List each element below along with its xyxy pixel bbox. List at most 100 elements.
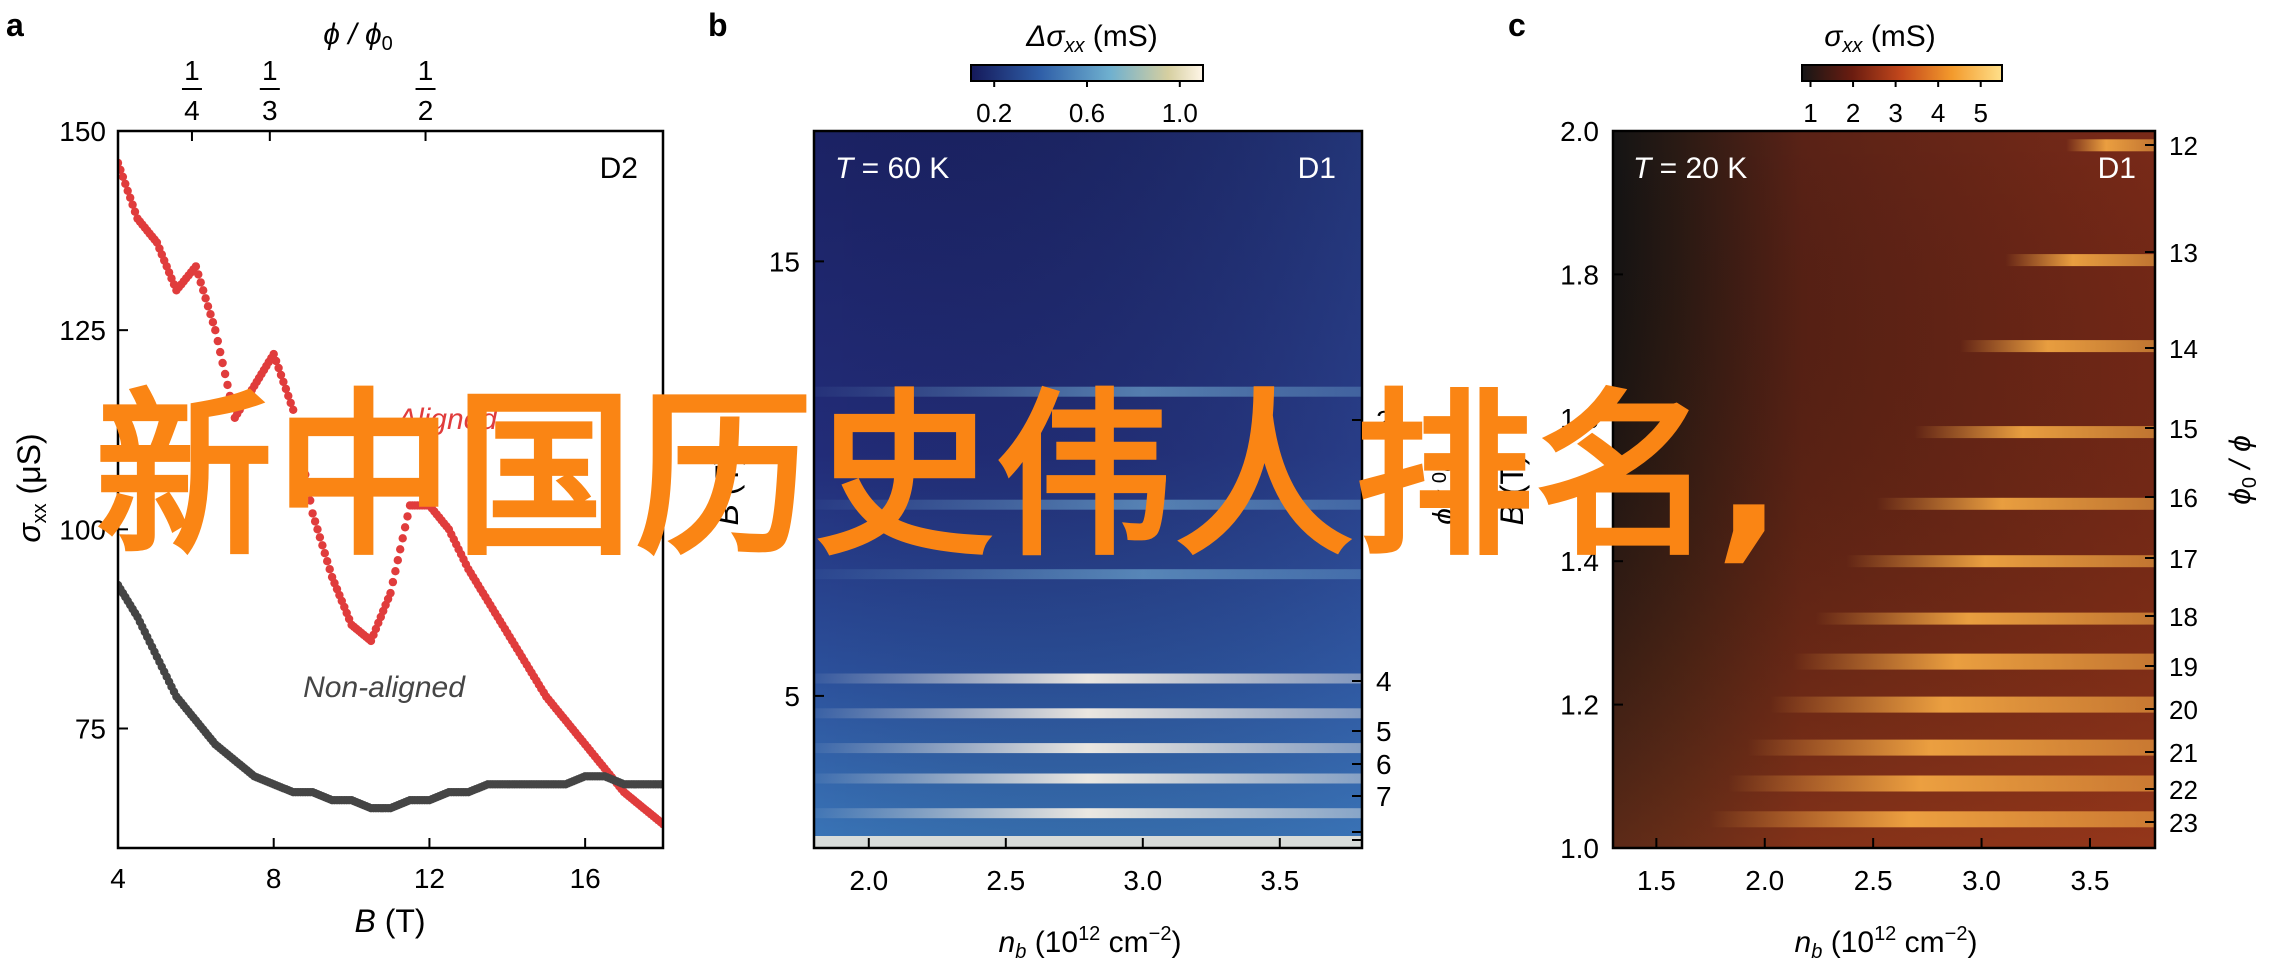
- data-point: [201, 294, 210, 303]
- right-tick-label-c: 13: [2169, 238, 2198, 268]
- data-point: [301, 470, 310, 479]
- colorbar-c: [1801, 64, 2003, 82]
- series-aligned: [118, 158, 663, 829]
- data-point: [400, 523, 410, 532]
- y-tick-label-a: 75: [75, 714, 106, 745]
- panel-letter-b: b: [708, 7, 728, 43]
- fringe-b: [814, 569, 1362, 580]
- top-axis-label-a: ϕ / ϕ0: [323, 18, 393, 55]
- heatmap-c: [1613, 131, 2155, 848]
- right-axis-label-c: ϕ0 / ϕ: [2224, 435, 2261, 505]
- data-point: [213, 336, 222, 346]
- right-tick-label-c: 16: [2169, 483, 2198, 513]
- right-tick-label-c: 15: [2169, 414, 2198, 444]
- right-tick-label-b: 2: [1376, 405, 1392, 436]
- colorbar-label-b: Δσxx (mS): [1025, 20, 1158, 57]
- data-point: [388, 577, 398, 587]
- x-tick-label-b: 3.5: [1260, 865, 1299, 896]
- data-point: [308, 509, 317, 518]
- x-tick-label-b: 2.0: [849, 865, 888, 896]
- data-point: [211, 326, 220, 335]
- data-point: [298, 457, 308, 466]
- x-tick-label-a: 4: [110, 863, 126, 894]
- colorbar-b: [970, 64, 1204, 82]
- y-tick-label-b: 15: [769, 246, 800, 277]
- right-axis-label-b: ϕ0 / ϕ: [1427, 455, 1464, 525]
- data-point: [393, 556, 402, 565]
- y-tick-label-c: 1.2: [1560, 690, 1599, 721]
- data-point: [310, 517, 320, 526]
- data-point: [206, 310, 215, 319]
- data-point: [398, 534, 407, 543]
- fringe-c: [1728, 775, 2155, 792]
- data-point: [313, 525, 322, 534]
- fringe-c: [2005, 254, 2155, 267]
- colorbar-tick-label-b: 0.6: [1069, 98, 1105, 128]
- y-tick-label-b: 5: [784, 681, 800, 712]
- top-tick-denominator: 3: [262, 95, 278, 126]
- data-point: [196, 278, 205, 287]
- data-point: [320, 549, 329, 558]
- fringe-b: [814, 386, 1362, 397]
- data-point: [218, 358, 227, 368]
- colorbar-label-c: σxx (mS): [1824, 20, 1935, 57]
- right-tick-label-c: 17: [2169, 544, 2198, 574]
- right-tick-label-b: 7: [1376, 781, 1392, 812]
- data-point: [191, 262, 201, 271]
- colorbar-tick-label-c: 1: [1803, 98, 1817, 128]
- plot-area-a: [116, 129, 665, 850]
- data-point: [203, 302, 213, 311]
- annotation-non-aligned: Non-aligned: [303, 671, 466, 704]
- data-point: [386, 588, 395, 598]
- axes-frame-c: [1611, 129, 2157, 850]
- annotation-aligned: Aligned: [395, 403, 498, 436]
- fringe-c: [1770, 696, 2155, 713]
- data-point: [128, 200, 137, 209]
- xlabel-a: B (T): [354, 903, 425, 939]
- panel-letter-a: a: [6, 7, 24, 43]
- top-tick-denominator: 4: [184, 95, 200, 126]
- xlabel-b: nb (1012 cm−2): [999, 923, 1182, 963]
- fringe-c: [1709, 811, 2155, 828]
- x-tick-label-a: 8: [266, 863, 282, 894]
- fringe-b: [814, 673, 1362, 684]
- data-point: [228, 402, 237, 411]
- data-point: [208, 318, 218, 327]
- fringe-b: [814, 499, 1362, 510]
- colorbar-tick-label-b: 0.2: [976, 98, 1012, 128]
- right-tick-label-c: 23: [2169, 808, 2198, 838]
- x-tick-label-c: 3.0: [1962, 865, 2001, 896]
- y-tick-label-c: 1.0: [1560, 833, 1599, 864]
- top-tick-numerator: 1: [184, 55, 200, 86]
- data-point: [281, 384, 291, 394]
- data-point: [391, 567, 400, 576]
- right-tick-label-c: 12: [2169, 131, 2198, 161]
- ylabel-b: B (T): [709, 454, 745, 525]
- right-tick-label-b: 6: [1376, 749, 1392, 780]
- data-point: [403, 512, 412, 521]
- fringe-c: [1914, 426, 2155, 439]
- right-tick-label-c: 19: [2169, 652, 2198, 682]
- data-point: [325, 565, 334, 574]
- data-point: [269, 349, 278, 359]
- y-tick-label-a: 100: [59, 514, 106, 545]
- colorbar-tick-label-b: 1.0: [1162, 98, 1198, 128]
- colorbar-tick-label-c: 2: [1846, 98, 1860, 128]
- x-tick-label-c: 1.5: [1637, 865, 1676, 896]
- top-tick-numerator: 1: [418, 55, 434, 86]
- data-point: [318, 541, 327, 550]
- x-tick-label-b: 2.5: [986, 865, 1025, 896]
- axes-frame-b: [812, 129, 1364, 850]
- fringe-c: [1959, 340, 2155, 353]
- panel-letter-c: c: [1508, 7, 1526, 43]
- y-tick-label-c: 1.6: [1560, 403, 1599, 434]
- data-point: [323, 557, 332, 566]
- right-tick-label-c: 20: [2169, 695, 2198, 725]
- fringe-c: [1846, 555, 2155, 568]
- data-point: [225, 391, 235, 401]
- data-point: [274, 363, 283, 373]
- data-point: [220, 369, 230, 379]
- data-point: [216, 347, 225, 357]
